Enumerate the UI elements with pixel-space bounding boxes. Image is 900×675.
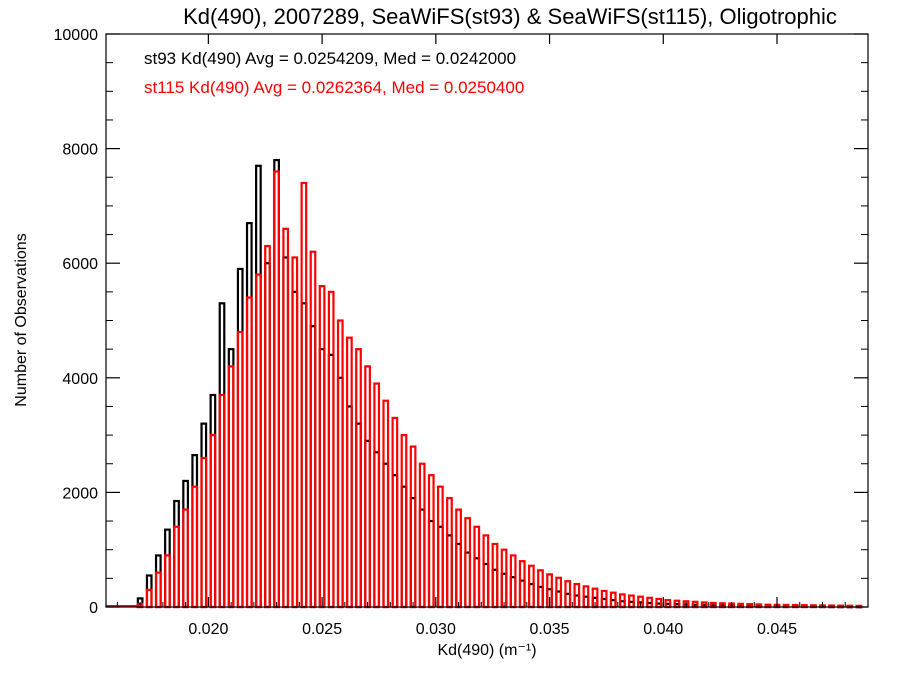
y-axis-label: Number of Observations	[13, 233, 30, 406]
bar	[318, 285, 326, 609]
bar	[227, 365, 235, 609]
x-tick-label: 0.035	[530, 621, 570, 638]
bar	[455, 508, 462, 609]
bar	[245, 296, 253, 609]
bar	[491, 542, 499, 609]
bar	[336, 319, 344, 609]
y-tick-label: 2000	[62, 485, 98, 502]
bar	[346, 336, 353, 609]
bar	[182, 508, 189, 609]
x-tick-label: 0.030	[416, 621, 456, 638]
y-tick-label: 4000	[62, 371, 98, 388]
bar	[409, 445, 417, 609]
bar	[255, 273, 262, 609]
bar	[145, 588, 153, 609]
bar	[437, 485, 444, 609]
x-tick-label: 0.040	[643, 621, 683, 638]
y-tick-label: 8000	[62, 142, 98, 159]
annotation-st93: st93 Kd(490) Avg = 0.0254209, Med = 0.02…	[144, 49, 516, 68]
bar	[218, 393, 226, 609]
x-tick-label: 0.025	[302, 621, 342, 638]
bar	[364, 365, 371, 609]
bar	[400, 434, 408, 609]
bar	[173, 525, 180, 609]
bar	[482, 534, 490, 609]
y-axis-ticks: 0 2000 4000 6000 8000 10000	[54, 27, 868, 617]
x-axis-label: Kd(490) (m⁻¹)	[437, 642, 536, 659]
bar	[446, 497, 453, 609]
bar	[418, 462, 426, 609]
bar	[518, 560, 526, 609]
bar	[264, 244, 271, 609]
bar	[373, 382, 381, 609]
bar	[509, 554, 517, 609]
bar	[300, 181, 308, 609]
bar	[309, 250, 317, 609]
x-axis-ticks: 0.020 0.025 0.030 0.035 0.040 0.045	[116, 34, 846, 638]
bar	[537, 569, 544, 609]
chart-title: Kd(490), 2007289, SeaWiFS(st93) & SeaWiF…	[183, 4, 837, 29]
bar	[191, 485, 199, 609]
bar	[327, 290, 335, 609]
bar	[355, 348, 362, 609]
bar	[209, 434, 217, 609]
x-tick-label: 0.045	[757, 621, 797, 638]
bar	[382, 399, 390, 609]
bar	[527, 564, 535, 609]
bar	[464, 517, 472, 609]
bar	[273, 170, 280, 609]
bar	[236, 330, 244, 609]
bar	[164, 554, 171, 609]
bar	[473, 525, 481, 609]
annotation-st115: st115 Kd(490) Avg = 0.0262364, Med = 0.0…	[144, 78, 524, 97]
bar	[391, 416, 399, 609]
bar	[154, 571, 162, 609]
y-tick-label: 6000	[62, 256, 98, 273]
plot-area: 0.020 0.025 0.030 0.035 0.040 0.045 0 2000 4000…	[54, 27, 869, 638]
y-tick-label: 0	[89, 600, 98, 617]
bar	[291, 256, 299, 609]
series-1	[136, 170, 863, 609]
histogram-bars	[106, 158, 863, 609]
y-tick-label: 10000	[54, 27, 99, 44]
x-tick-label: 0.020	[188, 621, 228, 638]
bar	[200, 456, 208, 609]
bar	[500, 548, 508, 609]
bar	[282, 227, 290, 609]
bar	[427, 474, 435, 609]
